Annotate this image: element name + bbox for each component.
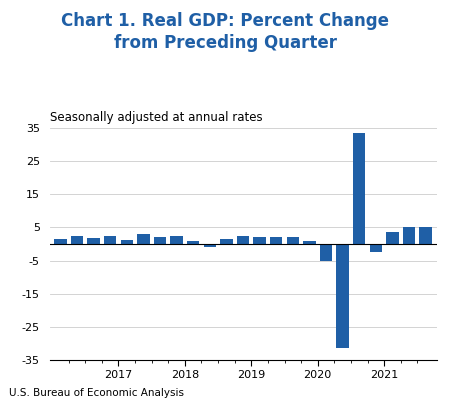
Bar — [87, 238, 100, 244]
Bar — [203, 244, 216, 247]
Bar — [287, 237, 299, 244]
Bar — [419, 227, 432, 244]
Bar — [171, 236, 183, 244]
Bar — [71, 236, 83, 244]
Bar — [187, 241, 199, 244]
Bar — [154, 237, 166, 244]
Bar — [104, 236, 117, 244]
Text: U.S. Bureau of Economic Analysis: U.S. Bureau of Economic Analysis — [9, 388, 184, 398]
Bar — [270, 237, 283, 244]
Bar — [403, 227, 415, 244]
Bar — [137, 234, 149, 244]
Bar — [337, 244, 349, 348]
Bar — [54, 239, 67, 244]
Bar — [386, 232, 399, 244]
Bar — [320, 244, 332, 261]
Bar — [237, 236, 249, 244]
Bar — [121, 240, 133, 244]
Bar — [303, 241, 315, 244]
Text: Chart 1. Real GDP: Percent Change
from Preceding Quarter: Chart 1. Real GDP: Percent Change from P… — [61, 12, 389, 52]
Text: Seasonally adjusted at annual rates: Seasonally adjusted at annual rates — [50, 111, 262, 124]
Bar — [369, 244, 382, 252]
Bar — [353, 133, 365, 244]
Bar — [220, 239, 233, 244]
Bar — [253, 237, 266, 244]
